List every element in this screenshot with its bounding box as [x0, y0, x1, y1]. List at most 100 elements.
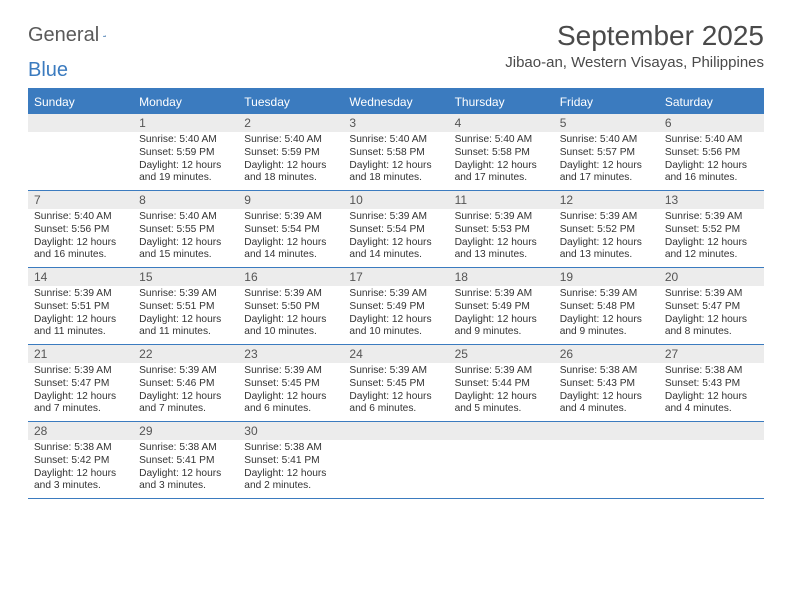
day-header-sun: Sunday [28, 90, 133, 114]
day-number: 27 [659, 345, 764, 363]
daylight-line1: Daylight: 12 hours [244, 237, 337, 250]
sunrise-text: Sunrise: 5:39 AM [455, 365, 548, 378]
daylight-line1: Daylight: 12 hours [560, 314, 653, 327]
day-cell: 1Sunrise: 5:40 AMSunset: 5:59 PMDaylight… [133, 114, 238, 190]
sunset-text: Sunset: 5:46 PM [139, 378, 232, 391]
day-info: Sunrise: 5:39 AMSunset: 5:53 PMDaylight:… [449, 211, 554, 262]
sunset-text: Sunset: 5:59 PM [139, 147, 232, 160]
day-header-wed: Wednesday [343, 90, 448, 114]
day-number: 8 [133, 191, 238, 209]
daylight-line1: Daylight: 12 hours [665, 237, 758, 250]
day-info: Sunrise: 5:39 AMSunset: 5:47 PMDaylight:… [28, 365, 133, 416]
sunrise-text: Sunrise: 5:40 AM [665, 134, 758, 147]
sunset-text: Sunset: 5:51 PM [34, 301, 127, 314]
day-cell: 12Sunrise: 5:39 AMSunset: 5:52 PMDayligh… [554, 191, 659, 267]
daylight-line1: Daylight: 12 hours [244, 391, 337, 404]
day-number: 29 [133, 422, 238, 440]
sunrise-text: Sunrise: 5:39 AM [244, 211, 337, 224]
week-row: 14Sunrise: 5:39 AMSunset: 5:51 PMDayligh… [28, 268, 764, 345]
day-info: Sunrise: 5:38 AMSunset: 5:43 PMDaylight:… [659, 365, 764, 416]
day-cell [659, 422, 764, 498]
calendar: Sunday Monday Tuesday Wednesday Thursday… [28, 88, 764, 499]
day-cell: 23Sunrise: 5:39 AMSunset: 5:45 PMDayligh… [238, 345, 343, 421]
day-info: Sunrise: 5:40 AMSunset: 5:58 PMDaylight:… [343, 134, 448, 185]
daylight-line2: and 18 minutes. [349, 172, 442, 185]
daylight-line2: and 2 minutes. [244, 480, 337, 493]
daylight-line1: Daylight: 12 hours [34, 391, 127, 404]
day-cell: 24Sunrise: 5:39 AMSunset: 5:45 PMDayligh… [343, 345, 448, 421]
sunrise-text: Sunrise: 5:38 AM [665, 365, 758, 378]
sunrise-text: Sunrise: 5:39 AM [665, 211, 758, 224]
day-info: Sunrise: 5:39 AMSunset: 5:52 PMDaylight:… [554, 211, 659, 262]
daylight-line2: and 14 minutes. [349, 249, 442, 262]
daylight-line1: Daylight: 12 hours [455, 160, 548, 173]
day-number: 10 [343, 191, 448, 209]
daylight-line2: and 7 minutes. [139, 403, 232, 416]
day-number: 13 [659, 191, 764, 209]
sunrise-text: Sunrise: 5:39 AM [349, 211, 442, 224]
sunset-text: Sunset: 5:49 PM [455, 301, 548, 314]
daylight-line1: Daylight: 12 hours [139, 391, 232, 404]
day-number: 2 [238, 114, 343, 132]
day-cell: 14Sunrise: 5:39 AMSunset: 5:51 PMDayligh… [28, 268, 133, 344]
sunrise-text: Sunrise: 5:39 AM [560, 288, 653, 301]
day-info: Sunrise: 5:40 AMSunset: 5:56 PMDaylight:… [659, 134, 764, 185]
day-number: 26 [554, 345, 659, 363]
day-info: Sunrise: 5:40 AMSunset: 5:58 PMDaylight:… [449, 134, 554, 185]
daylight-line1: Daylight: 12 hours [560, 391, 653, 404]
day-info: Sunrise: 5:39 AMSunset: 5:54 PMDaylight:… [238, 211, 343, 262]
day-cell: 10Sunrise: 5:39 AMSunset: 5:54 PMDayligh… [343, 191, 448, 267]
day-number: 28 [28, 422, 133, 440]
day-info: Sunrise: 5:39 AMSunset: 5:51 PMDaylight:… [28, 288, 133, 339]
day-cell [554, 422, 659, 498]
day-cell: 15Sunrise: 5:39 AMSunset: 5:51 PMDayligh… [133, 268, 238, 344]
sunset-text: Sunset: 5:52 PM [665, 224, 758, 237]
day-cell [343, 422, 448, 498]
day-cell: 16Sunrise: 5:39 AMSunset: 5:50 PMDayligh… [238, 268, 343, 344]
day-number: 6 [659, 114, 764, 132]
day-cell: 5Sunrise: 5:40 AMSunset: 5:57 PMDaylight… [554, 114, 659, 190]
day-header-row: Sunday Monday Tuesday Wednesday Thursday… [28, 90, 764, 114]
sunrise-text: Sunrise: 5:40 AM [139, 134, 232, 147]
sunset-text: Sunset: 5:47 PM [665, 301, 758, 314]
sunrise-text: Sunrise: 5:39 AM [139, 288, 232, 301]
sunset-text: Sunset: 5:50 PM [244, 301, 337, 314]
day-number: 4 [449, 114, 554, 132]
logo-text-general: General [28, 24, 99, 47]
sunrise-text: Sunrise: 5:40 AM [244, 134, 337, 147]
sunset-text: Sunset: 5:58 PM [455, 147, 548, 160]
day-cell: 28Sunrise: 5:38 AMSunset: 5:42 PMDayligh… [28, 422, 133, 498]
daylight-line1: Daylight: 12 hours [560, 160, 653, 173]
day-cell: 27 Sunrise: 5:38 AMSunset: 5:43 PMDayligh… [659, 345, 764, 421]
daylight-line1: Daylight: 12 hours [560, 237, 653, 250]
daylight-line2: and 9 minutes. [455, 326, 548, 339]
day-header-thu: Thursday [449, 90, 554, 114]
sunrise-text: Sunrise: 5:39 AM [455, 211, 548, 224]
day-number: 18 [449, 268, 554, 286]
day-number [659, 422, 764, 440]
day-number: 3 [343, 114, 448, 132]
sunrise-text: Sunrise: 5:39 AM [244, 288, 337, 301]
week-row: 21Sunrise: 5:39 AMSunset: 5:47 PMDayligh… [28, 345, 764, 422]
sunset-text: Sunset: 5:45 PM [349, 378, 442, 391]
day-cell: 19Sunrise: 5:39 AMSunset: 5:48 PMDayligh… [554, 268, 659, 344]
daylight-line2: and 12 minutes. [665, 249, 758, 262]
sunset-text: Sunset: 5:49 PM [349, 301, 442, 314]
day-number: 11 [449, 191, 554, 209]
daylight-line1: Daylight: 12 hours [349, 160, 442, 173]
day-number: 25 [449, 345, 554, 363]
daylight-line2: and 11 minutes. [139, 326, 232, 339]
day-number: 19 [554, 268, 659, 286]
sunset-text: Sunset: 5:42 PM [34, 455, 127, 468]
daylight-line2: and 16 minutes. [34, 249, 127, 262]
day-number: 17 [343, 268, 448, 286]
day-cell: 20Sunrise: 5:39 AMSunset: 5:47 PMDayligh… [659, 268, 764, 344]
day-cell: 18Sunrise: 5:39 AMSunset: 5:49 PMDayligh… [449, 268, 554, 344]
daylight-line1: Daylight: 12 hours [455, 314, 548, 327]
day-info: Sunrise: 5:39 AMSunset: 5:47 PMDaylight:… [659, 288, 764, 339]
sunrise-text: Sunrise: 5:38 AM [34, 442, 127, 455]
sunrise-text: Sunrise: 5:39 AM [665, 288, 758, 301]
daylight-line2: and 6 minutes. [244, 403, 337, 416]
sunset-text: Sunset: 5:45 PM [244, 378, 337, 391]
day-info: Sunrise: 5:39 AMSunset: 5:51 PMDaylight:… [133, 288, 238, 339]
